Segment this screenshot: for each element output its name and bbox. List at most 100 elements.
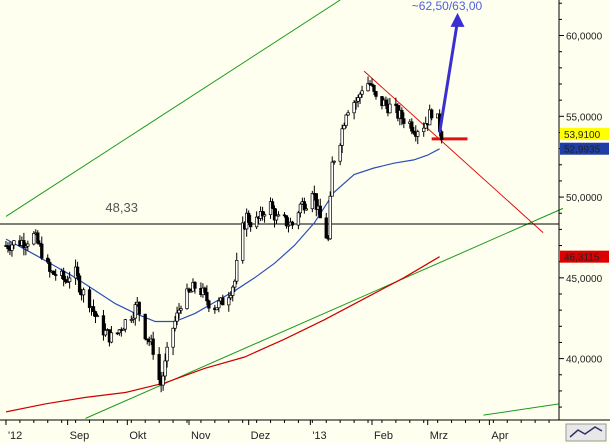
candle: [324, 212, 328, 239]
candle-body: [439, 131, 444, 140]
candle: [229, 291, 233, 301]
candle: [328, 191, 332, 240]
candle-body: [115, 332, 120, 335]
y-tick-label: 50,0000: [566, 193, 603, 204]
x-tick-label: Mrz: [430, 430, 448, 442]
candle: [352, 99, 356, 120]
candle-body: [249, 222, 253, 228]
candle: [366, 76, 370, 92]
candle: [231, 285, 235, 302]
candle-body: [342, 125, 346, 130]
candle: [46, 254, 50, 265]
candle: [304, 203, 309, 211]
candle: [354, 97, 358, 110]
candle: [48, 258, 52, 278]
candle: [173, 315, 177, 332]
candle: [270, 198, 275, 210]
target-label: ~62,50/63,00: [412, 0, 483, 13]
candle: [205, 285, 209, 306]
price-tag-label: 46,3115: [564, 253, 600, 264]
candle: [388, 97, 392, 114]
candle: [121, 327, 125, 331]
candle: [394, 97, 398, 114]
candle-body: [254, 216, 259, 228]
candle-body: [91, 306, 96, 312]
candle-body: [416, 131, 420, 137]
candle-body: [410, 121, 414, 132]
price-tag: 46,3115: [560, 250, 609, 264]
candle: [272, 205, 277, 228]
candle: [171, 327, 175, 356]
candle: [410, 118, 414, 135]
candle: [77, 273, 82, 295]
candle: [12, 240, 16, 249]
candle: [274, 208, 279, 224]
trendline-2: [483, 403, 560, 416]
candle: [282, 212, 287, 218]
candle-body: [424, 123, 428, 129]
candle-body: [400, 110, 404, 120]
candle: [185, 283, 189, 310]
candle-body: [123, 319, 127, 330]
candle-body: [276, 214, 281, 217]
candle: [81, 287, 86, 303]
candle: [65, 275, 70, 284]
candle: [374, 90, 378, 100]
candle-body: [422, 127, 426, 133]
candle: [63, 275, 68, 284]
candle-body: [384, 99, 388, 105]
candle-body: [54, 274, 58, 276]
candle: [260, 206, 265, 221]
candle: [189, 288, 193, 293]
annotation-layer: 48,33 ~62,50/63,00: [105, 0, 482, 215]
candle-body: [314, 193, 318, 210]
candle-body: [185, 288, 189, 309]
y-tick-label: 60,0000: [566, 32, 603, 43]
candle: [262, 211, 267, 223]
price-tag-label: 53,9100: [564, 130, 601, 141]
candle: [227, 291, 231, 312]
candle-body: [412, 130, 416, 134]
candle-body: [67, 277, 72, 283]
x-tick-label: Feb: [374, 430, 393, 442]
candle: [370, 78, 374, 87]
candle-body: [26, 243, 30, 247]
candle: [26, 240, 30, 251]
candle: [151, 331, 155, 360]
candle: [165, 342, 169, 368]
candle: [342, 122, 346, 130]
candle: [296, 210, 301, 230]
candle: [330, 156, 334, 197]
candle: [344, 113, 348, 129]
candles-layer: [4, 76, 444, 393]
candle: [402, 112, 406, 129]
candle-body: [151, 338, 155, 355]
candle: [286, 217, 291, 233]
candle-body: [430, 109, 434, 119]
candle-body: [63, 279, 68, 283]
candle: [36, 230, 40, 245]
candle: [217, 297, 221, 313]
candle: [314, 193, 318, 217]
candle: [123, 318, 127, 333]
candle: [75, 261, 80, 281]
price-tag-box: [560, 127, 609, 140]
candle: [54, 269, 58, 281]
candle: [87, 286, 92, 313]
candle-body: [290, 221, 295, 226]
candle-body: [101, 315, 106, 336]
candle-body: [157, 354, 161, 380]
candle: [422, 122, 426, 137]
candle: [249, 214, 253, 232]
price-tag-label: 52,9935: [564, 145, 601, 156]
candle: [241, 216, 245, 264]
candle-body: [137, 301, 141, 315]
candle: [93, 310, 98, 324]
candle-body: [346, 112, 350, 116]
candle: [95, 313, 100, 318]
candle-body: [77, 275, 82, 293]
candle-body: [62, 270, 66, 280]
candle: [177, 303, 181, 319]
candle: [439, 129, 444, 144]
candle-body: [231, 286, 235, 296]
